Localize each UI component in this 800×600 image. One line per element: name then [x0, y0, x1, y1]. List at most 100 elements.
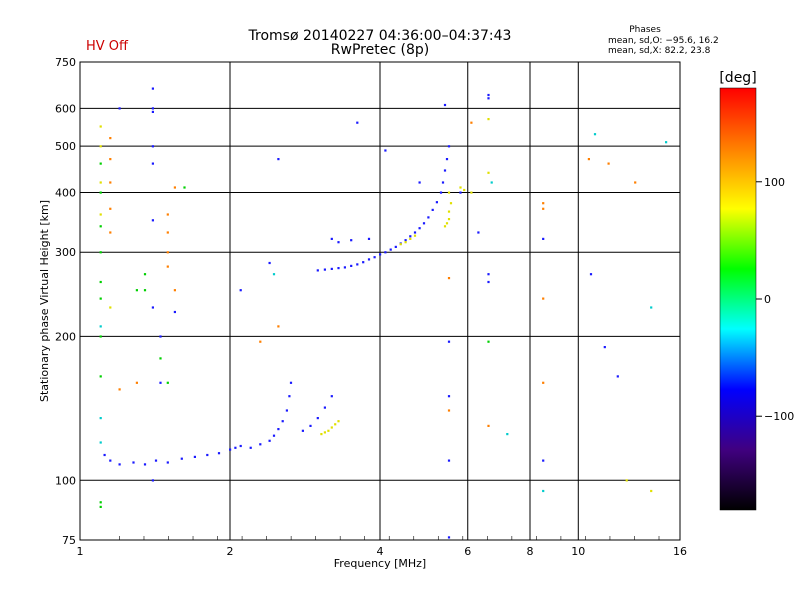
data-point	[356, 121, 359, 124]
data-point	[443, 169, 447, 172]
x-axis-label: Frequency [MHz]	[334, 557, 426, 570]
data-point	[447, 277, 451, 280]
data-point	[180, 457, 183, 460]
data-point	[277, 158, 280, 161]
y-axis-ticks: 75 100 200 300 400 500 600 750	[55, 56, 76, 547]
data-point	[206, 453, 209, 457]
data-point	[506, 433, 509, 436]
data-point	[166, 231, 169, 234]
data-point	[487, 424, 490, 427]
y-tick-label: 75	[62, 534, 76, 547]
colorbar-tick-label: 100	[764, 176, 785, 189]
data-point	[447, 409, 451, 412]
data-point	[490, 181, 493, 184]
data-point	[447, 459, 451, 462]
data-point	[650, 306, 653, 309]
y-tick-label: 600	[55, 102, 76, 115]
x-tick-label: 2	[227, 545, 234, 558]
data-point	[447, 210, 451, 213]
data-point	[542, 202, 545, 205]
data-point	[470, 121, 473, 124]
colorbar-label: [deg]	[719, 70, 756, 86]
data-point	[151, 107, 154, 110]
data-point	[356, 263, 359, 266]
y-tick-label: 200	[55, 330, 76, 343]
data-point	[447, 340, 451, 343]
data-point	[268, 261, 271, 265]
data-point	[542, 459, 545, 462]
data-point	[445, 222, 449, 225]
data-point	[154, 459, 158, 462]
data-point	[277, 428, 280, 431]
data-point	[616, 375, 619, 378]
data-point	[151, 219, 154, 222]
data-point	[166, 251, 169, 254]
data-point	[362, 261, 365, 264]
data-point	[239, 444, 242, 448]
hv-status-label: HV Off	[86, 39, 129, 54]
data-point	[277, 325, 280, 328]
data-point	[542, 297, 545, 300]
data-point	[118, 463, 121, 466]
data-point	[603, 346, 606, 349]
data-point	[103, 453, 106, 457]
data-point	[327, 429, 330, 432]
data-point	[109, 181, 112, 184]
data-point	[399, 243, 402, 246]
data-point	[272, 434, 276, 437]
data-point	[99, 162, 102, 165]
data-point	[427, 216, 430, 219]
data-point	[159, 335, 162, 338]
data-point	[487, 280, 490, 284]
data-point	[143, 273, 147, 276]
chart-subtitle: RwPretec (8p)	[331, 42, 429, 58]
data-point	[487, 93, 490, 97]
data-point	[132, 461, 135, 464]
colorbar-ticks: 100 0 −100	[756, 176, 794, 423]
data-point	[487, 340, 490, 343]
data-point	[330, 426, 333, 429]
data-point	[316, 269, 319, 272]
data-point	[109, 231, 112, 234]
data-point	[99, 145, 102, 148]
data-point	[409, 235, 412, 238]
data-point	[589, 273, 593, 276]
data-point	[413, 234, 417, 237]
data-point	[487, 171, 490, 174]
colorbar-tick-label: −100	[764, 410, 794, 423]
data-point	[367, 258, 371, 261]
data-point	[384, 251, 387, 254]
data-point	[431, 208, 434, 211]
plot-frame	[79, 61, 681, 541]
data-point	[447, 191, 451, 194]
data-point	[99, 181, 102, 184]
data-points	[99, 87, 668, 539]
data-point	[99, 280, 102, 284]
data-point	[439, 191, 443, 194]
data-point	[470, 191, 473, 194]
phase-stats-o: mean, sd,O: −95.6, 16.2	[608, 36, 719, 46]
data-point	[384, 149, 387, 152]
colorbar-tick-label: 0	[764, 293, 771, 306]
data-point	[109, 158, 112, 161]
data-point	[301, 429, 304, 432]
data-point	[143, 289, 147, 292]
data-point	[151, 145, 154, 148]
data-point	[334, 423, 337, 426]
data-point	[109, 137, 112, 140]
data-point	[463, 188, 466, 192]
data-point	[634, 181, 637, 184]
data-point	[422, 222, 426, 225]
data-point	[268, 439, 271, 442]
data-point	[118, 107, 121, 110]
data-point	[173, 289, 176, 292]
data-point	[118, 388, 121, 391]
data-point	[173, 186, 176, 189]
data-point	[239, 289, 242, 292]
data-point	[435, 201, 438, 204]
data-point	[389, 248, 392, 251]
data-point	[259, 443, 262, 446]
data-point	[418, 181, 421, 184]
data-point	[343, 266, 346, 269]
